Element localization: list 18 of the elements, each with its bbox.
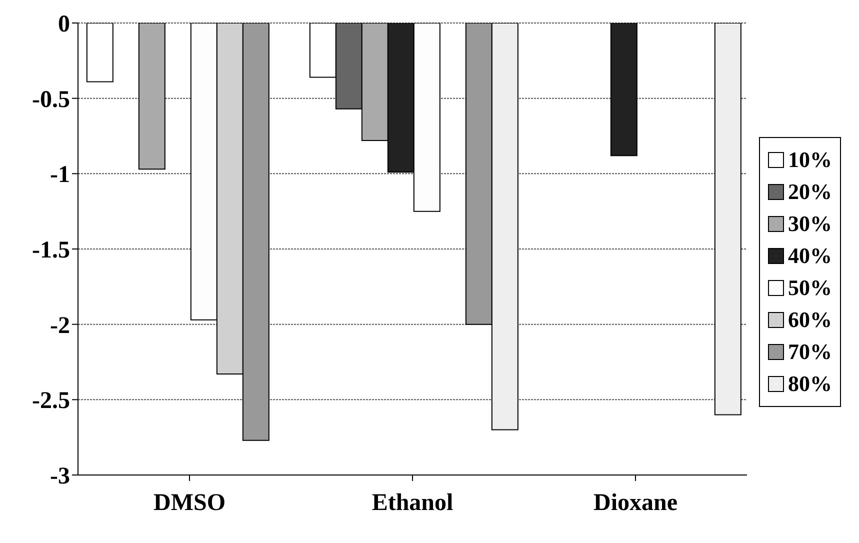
y-tick-label: -1 [50,162,70,188]
y-tick-label: 0 [58,12,70,38]
x-tick-label: Ethanol [372,490,454,516]
legend-label: 40% [788,242,832,270]
legend-label: 80% [788,370,832,398]
y-tick-label: -3 [50,464,70,490]
y-tick-label: -0.5 [32,86,70,113]
y-tick-label: -1.5 [32,238,70,264]
legend-label: 60% [788,306,832,334]
y-tick-label: -2.5 [32,388,70,414]
y-tick-label: -2 [50,312,70,339]
legend-label: 20% [788,178,832,206]
legend-label: 70% [788,338,832,366]
x-tick-label: DMSO [154,490,226,516]
x-tick-label: Dioxane [594,490,678,516]
legend-label: 50% [788,274,832,302]
legend-label: 10% [788,146,832,174]
legend-label: 30% [788,210,832,238]
